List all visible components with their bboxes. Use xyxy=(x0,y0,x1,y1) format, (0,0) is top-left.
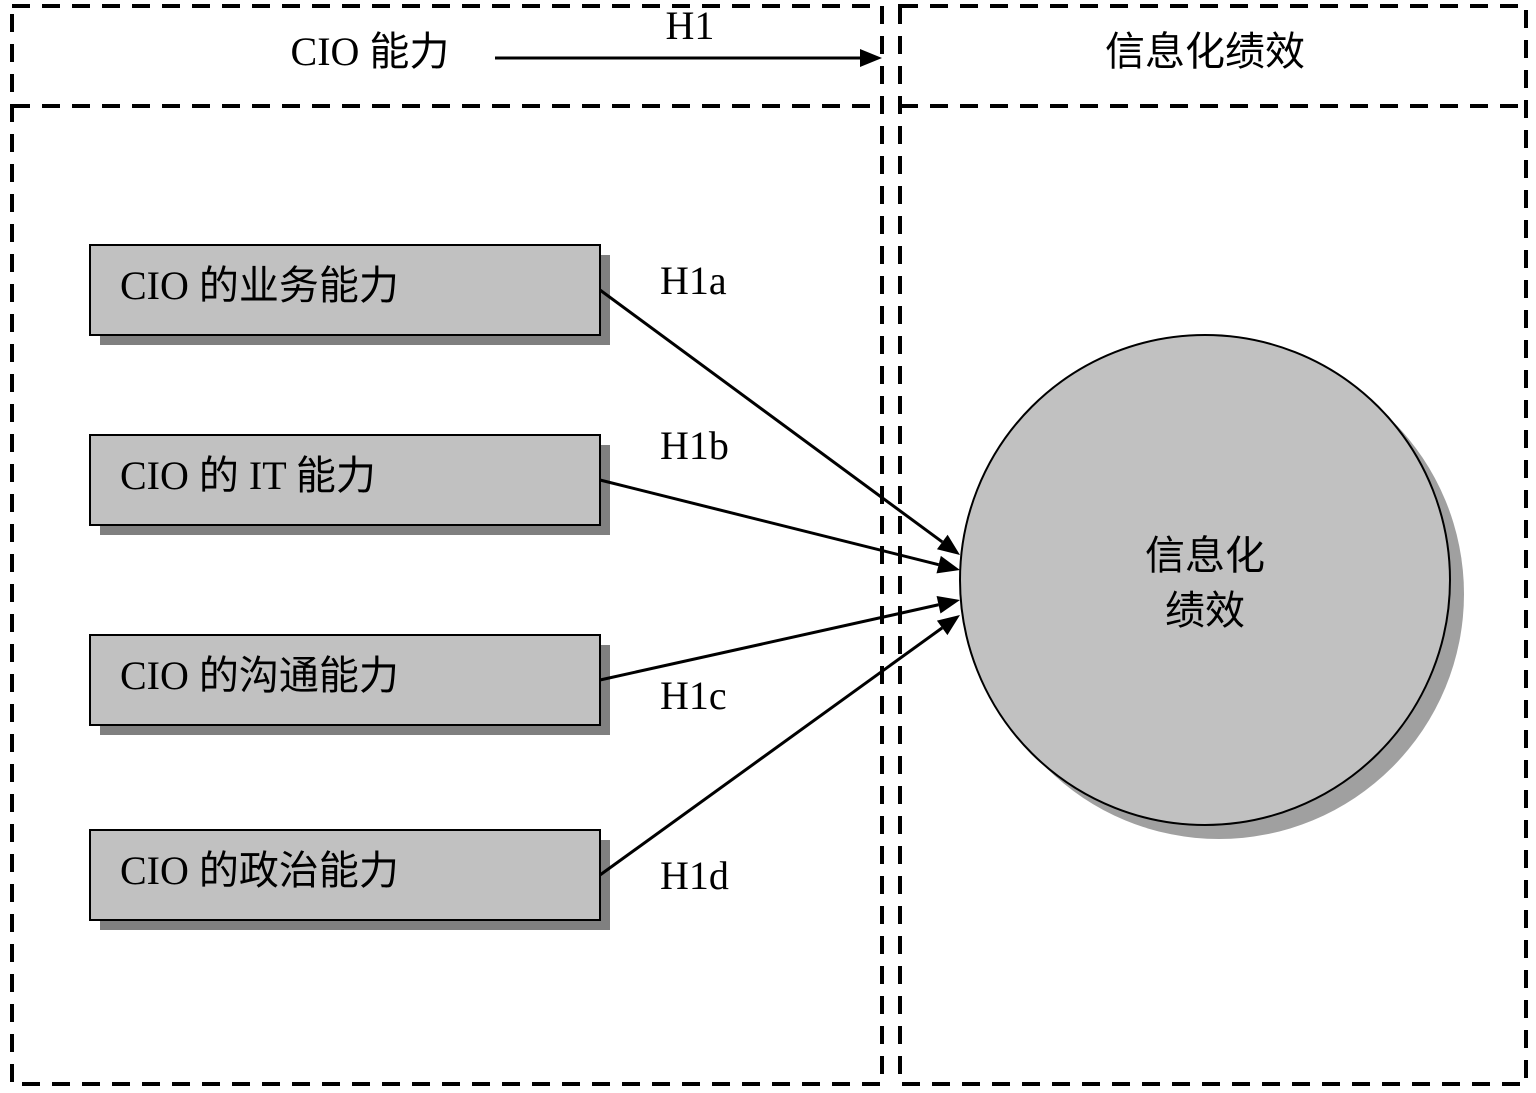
edge-h1d-label: H1d xyxy=(660,853,729,898)
edge-h1b xyxy=(600,480,939,565)
edge-h1a-head xyxy=(937,535,960,555)
edge-h1c-label: H1c xyxy=(660,673,727,718)
edge-h1c-head xyxy=(937,596,960,614)
edge-h1d xyxy=(600,628,942,875)
edge-h1a xyxy=(600,290,942,542)
header-left-label: CIO 能力 xyxy=(291,29,450,74)
diagram-canvas: CIO 能力信息化绩效H1信息化绩效CIO 的业务能力CIO 的 IT 能力CI… xyxy=(0,0,1536,1093)
header-right-label: 信息化绩效 xyxy=(1105,29,1305,74)
edge-h1b-label: H1b xyxy=(660,423,729,468)
circle-outcome xyxy=(960,335,1450,825)
edge-h1a-label: H1a xyxy=(660,258,727,303)
edge-h1b-head xyxy=(936,556,960,573)
header-arrow-label: H1 xyxy=(666,3,715,48)
outcome-label-line1: 信息化 xyxy=(1145,533,1265,578)
box-business-label: CIO 的业务能力 xyxy=(120,263,399,308)
box-political-label: CIO 的政治能力 xyxy=(120,848,399,893)
box-it-label: CIO 的 IT 能力 xyxy=(120,453,376,498)
header-arrow-head xyxy=(860,49,882,67)
edge-h1d-head xyxy=(937,615,960,635)
box-comm-label: CIO 的沟通能力 xyxy=(120,653,399,698)
outcome-label-line2: 绩效 xyxy=(1165,588,1245,633)
